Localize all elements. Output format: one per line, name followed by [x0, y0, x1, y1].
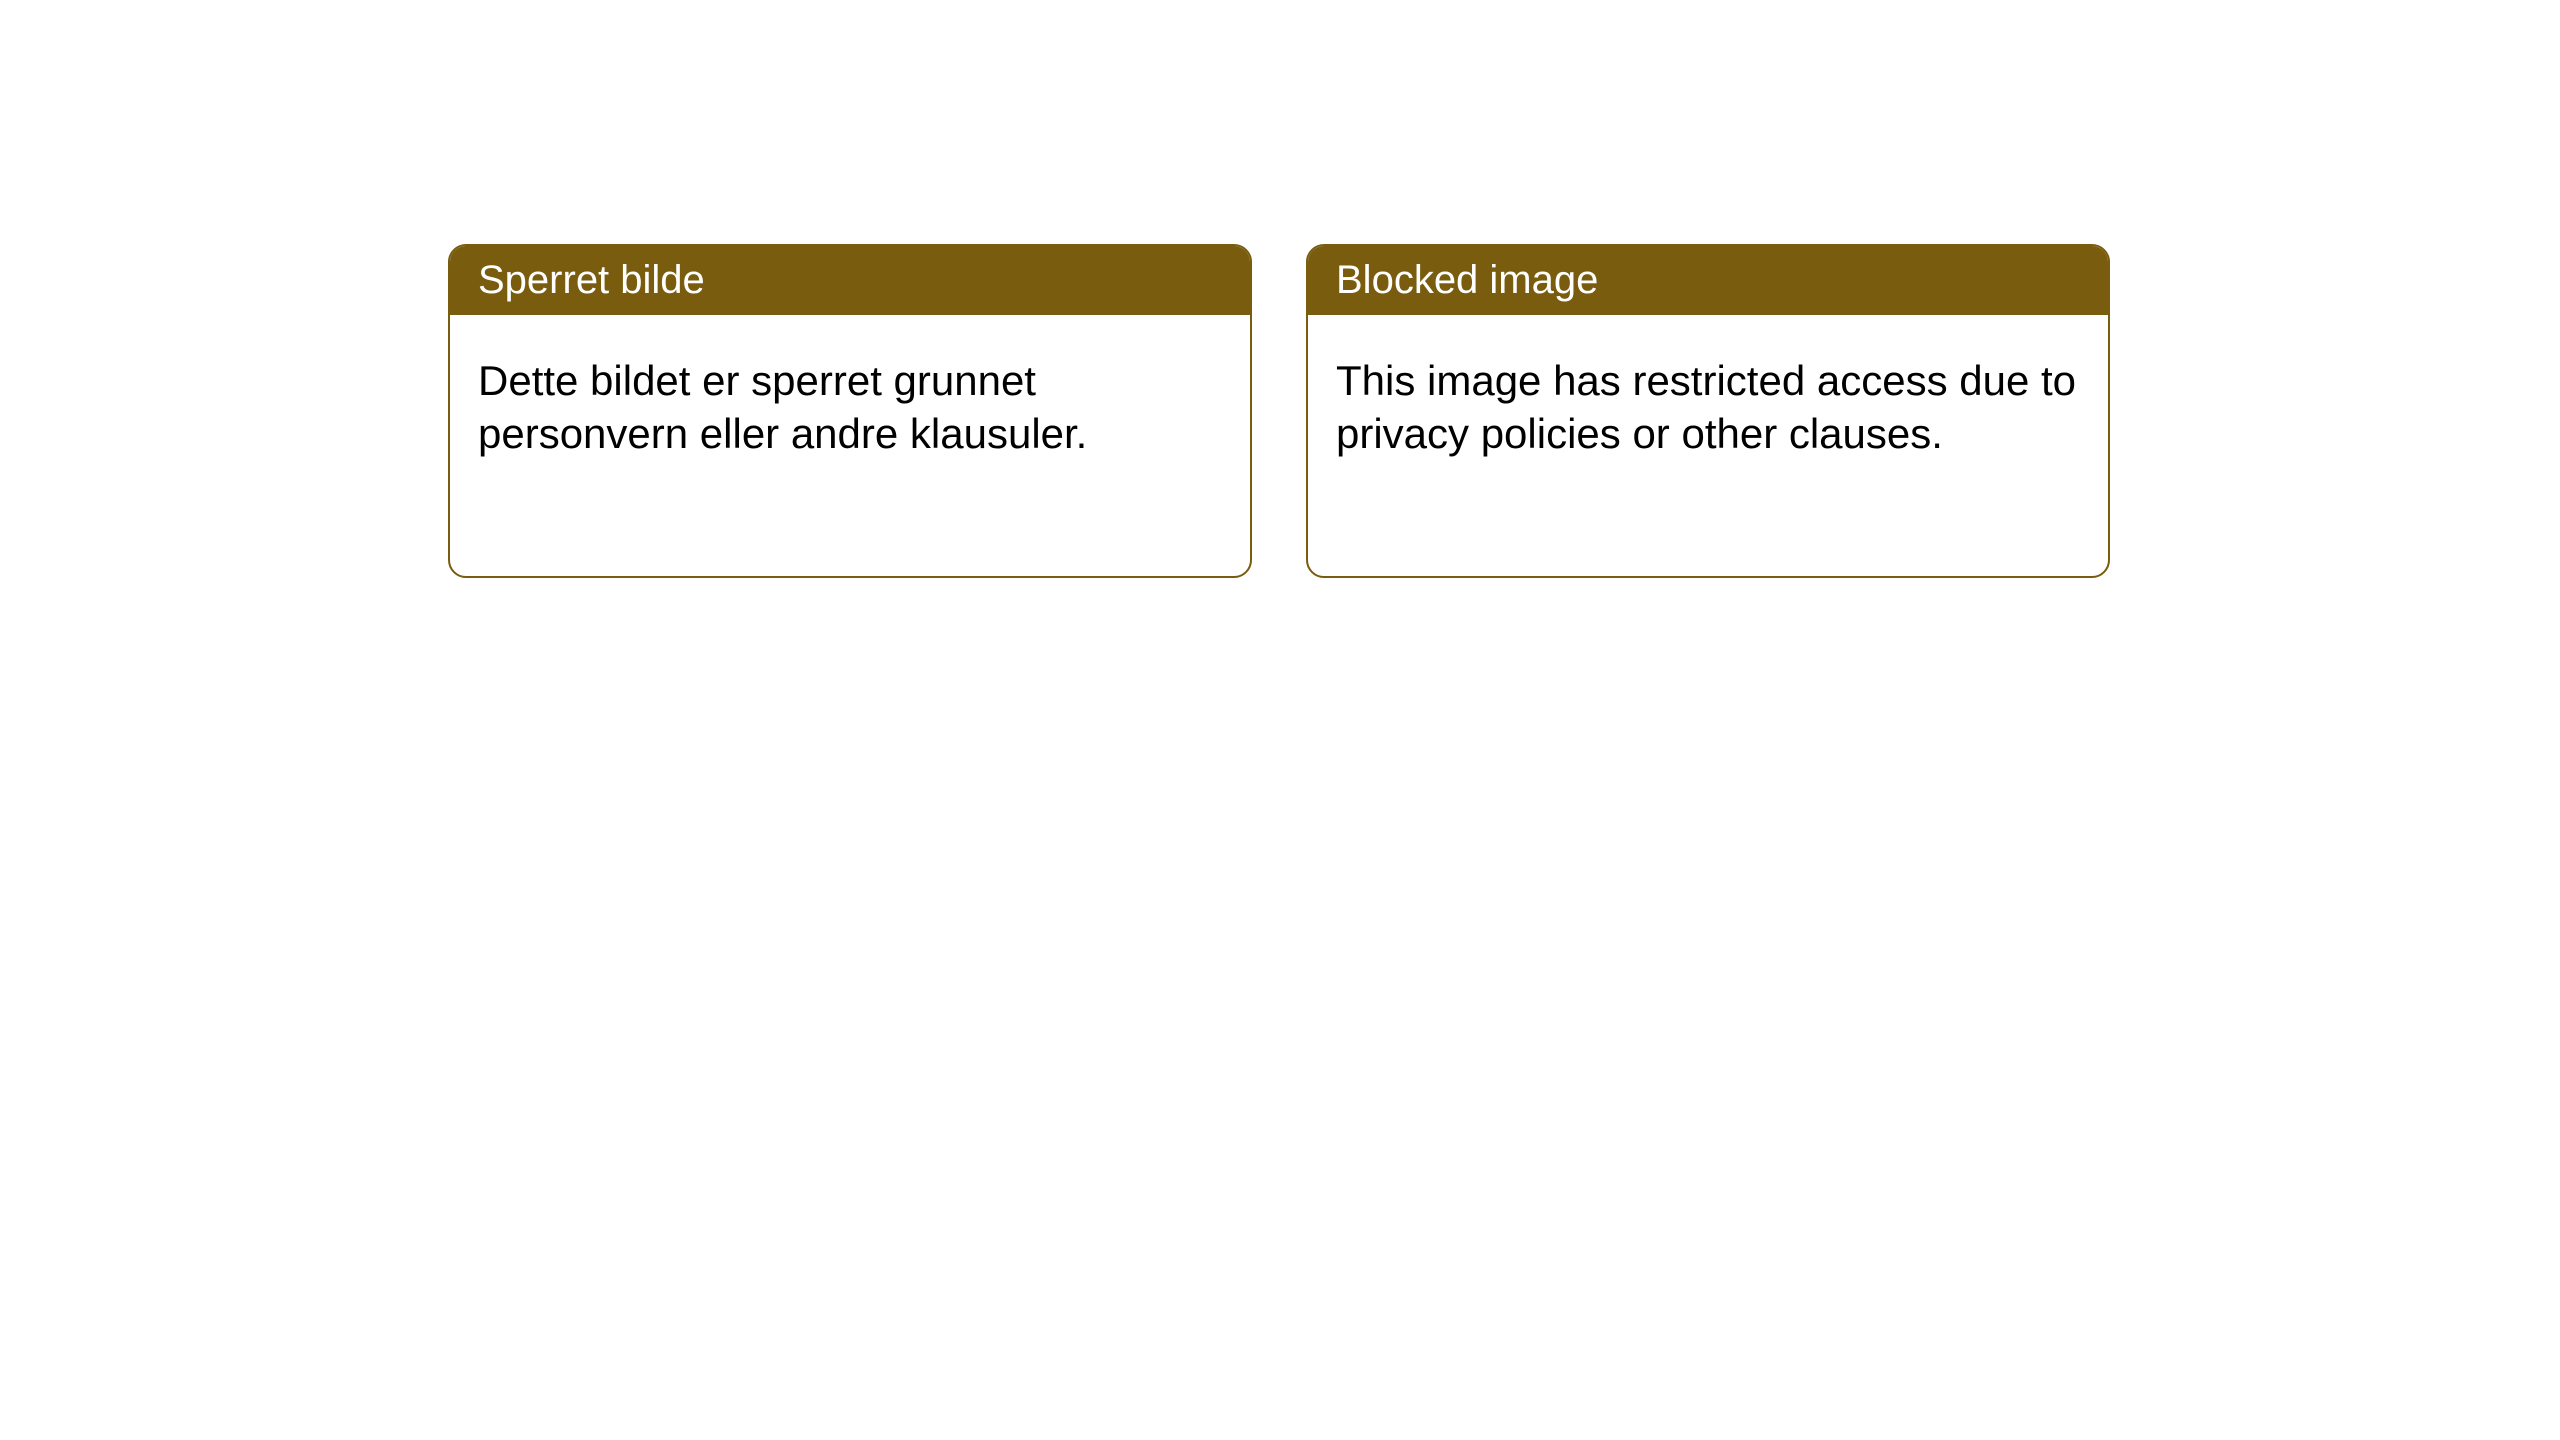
card-title: Sperret bilde	[450, 246, 1250, 315]
notice-container: Sperret bilde Dette bildet er sperret gr…	[0, 0, 2560, 578]
notice-card-norwegian: Sperret bilde Dette bildet er sperret gr…	[448, 244, 1252, 578]
card-title: Blocked image	[1308, 246, 2108, 315]
notice-card-english: Blocked image This image has restricted …	[1306, 244, 2110, 578]
card-body: Dette bildet er sperret grunnet personve…	[450, 315, 1250, 500]
card-body: This image has restricted access due to …	[1308, 315, 2108, 500]
